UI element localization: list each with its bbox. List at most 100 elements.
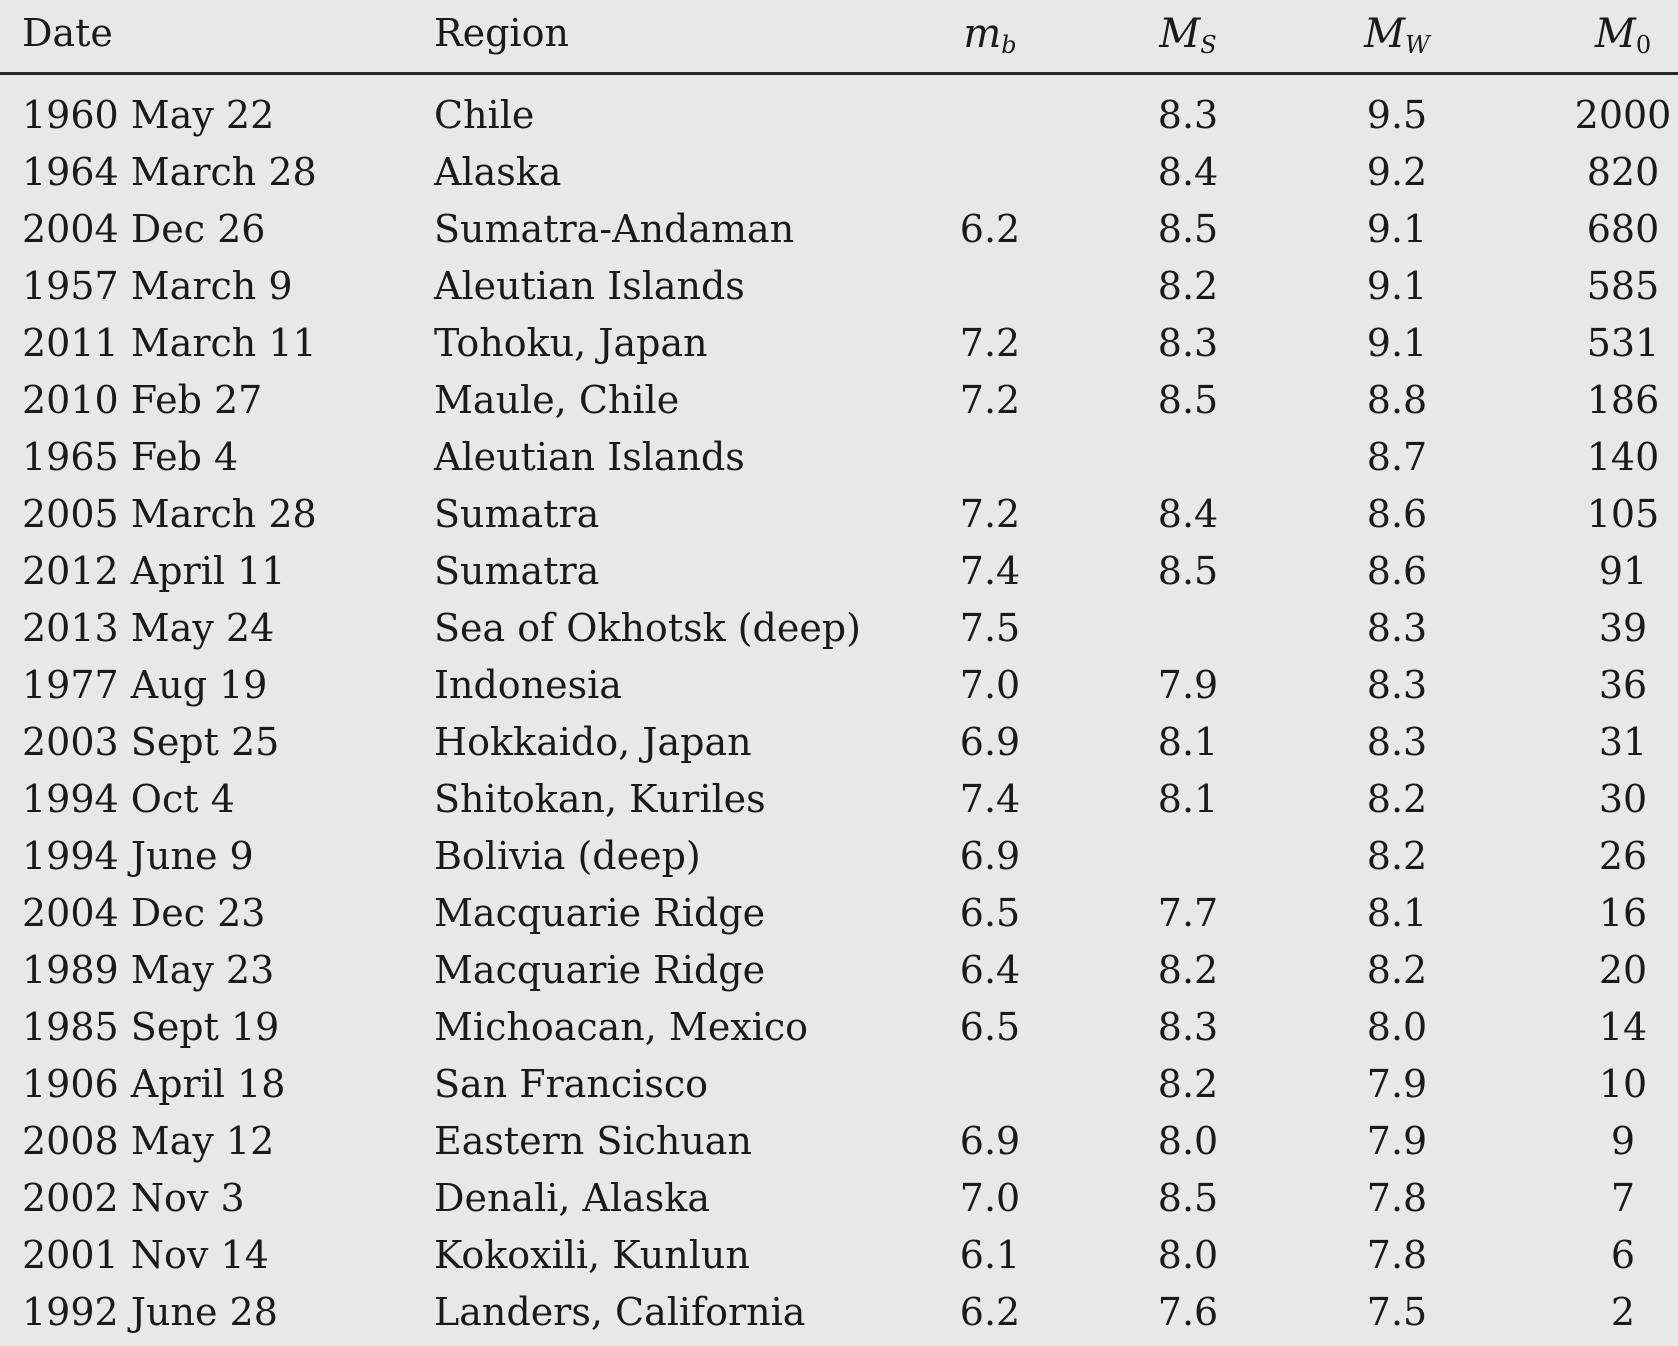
cell-m0: 820 — [1586, 150, 1660, 194]
cell-mw: 8.2 — [1366, 948, 1428, 992]
cell-region: Chile — [434, 93, 535, 137]
cell-m0: 9 — [1610, 1119, 1636, 1163]
cell-m0: 39 — [1598, 606, 1648, 650]
cell-date: 2002 Nov 3 — [22, 1176, 245, 1220]
cell-mw: 8.2 — [1366, 777, 1428, 821]
cell-mw: 8.8 — [1366, 378, 1428, 422]
table-row: 2008 May 12 Eastern Sichuan 6.9 8.0 7.9 9 — [0, 1114, 1678, 1171]
header-mb-main: m — [963, 11, 1002, 57]
cell-m0: 91 — [1598, 549, 1648, 593]
header-m0: M0 — [1553, 14, 1678, 57]
cell-region: Sumatra-Andaman — [434, 207, 795, 251]
cell-date: 1977 Aug 19 — [22, 663, 268, 707]
cell-mb: 6.2 — [959, 207, 1021, 251]
table-row: 2004 Dec 23 Macquarie Ridge 6.5 7.7 8.1 16 — [0, 886, 1678, 943]
cell-mw: 7.9 — [1366, 1062, 1428, 1106]
cell-mb: 6.5 — [959, 1005, 1021, 1049]
cell-m0: 36 — [1598, 663, 1648, 707]
cell-region: Denali, Alaska — [434, 1176, 710, 1220]
table-row: 1992 June 28 Landers, California 6.2 7.6 7.5… — [0, 1285, 1678, 1342]
cell-ms: 8.5 — [1157, 378, 1219, 422]
cell-m0: 531 — [1586, 321, 1660, 365]
cell-mb: 7.2 — [959, 378, 1021, 422]
cell-ms: 7.6 — [1157, 1290, 1219, 1334]
cell-mw: 7.8 — [1366, 1176, 1428, 1220]
cell-date: 2010 Feb 27 — [22, 378, 263, 422]
cell-mb: 7.4 — [959, 549, 1021, 593]
cell-date: 1964 March 28 — [22, 150, 317, 194]
header-mw-sub: W — [1405, 31, 1430, 59]
cell-region: Aleutian Islands — [434, 435, 745, 479]
table-row: 1977 Aug 19 Indonesia 7.0 7.9 8.3 36 — [0, 658, 1678, 715]
table-row: 1965 Feb 4 Aleutian Islands 8.7 140 — [0, 430, 1678, 487]
cell-date: 1994 Oct 4 — [22, 777, 235, 821]
cell-mb: 6.9 — [959, 834, 1021, 878]
table-row: 2011 March 11 Tohoku, Japan 7.2 8.3 9.1 531 — [0, 316, 1678, 373]
cell-ms: 7.7 — [1157, 891, 1219, 935]
cell-m0: 31 — [1598, 720, 1648, 764]
header-ms-main: M — [1159, 11, 1201, 57]
cell-mw: 8.6 — [1366, 549, 1428, 593]
cell-date: 1992 June 28 — [22, 1290, 278, 1334]
cell-mw: 9.1 — [1366, 321, 1428, 365]
cell-region: Alaska — [434, 150, 562, 194]
cell-ms: 8.5 — [1157, 549, 1219, 593]
table-row: 1964 March 28 Alaska 8.4 9.2 820 — [0, 145, 1678, 202]
cell-date: 2005 March 28 — [22, 492, 317, 536]
cell-mw: 8.6 — [1366, 492, 1428, 536]
cell-m0: 26 — [1598, 834, 1648, 878]
cell-mw: 8.7 — [1366, 435, 1428, 479]
table-row: 2010 Feb 27 Maule, Chile 7.2 8.5 8.8 186 — [0, 373, 1678, 430]
cell-date: 1985 Sept 19 — [22, 1005, 280, 1049]
cell-ms: 8.3 — [1157, 321, 1219, 365]
table-row: 1994 June 9 Bolivia (deep) 6.9 8.2 26 — [0, 829, 1678, 886]
table-row: 1906 April 18 San Francisco 8.2 7.9 10 — [0, 1057, 1678, 1114]
cell-region: Sumatra — [434, 492, 600, 536]
cell-date: 2003 Sept 25 — [22, 720, 280, 764]
cell-mw: 8.1 — [1366, 891, 1428, 935]
cell-date: 2004 Dec 26 — [22, 207, 266, 251]
table-row: 2004 Dec 26 Sumatra-Andaman 6.2 8.5 9.1 680 — [0, 202, 1678, 259]
cell-region: Maule, Chile — [434, 378, 680, 422]
cell-region: Aleutian Islands — [434, 264, 745, 308]
cell-region: Indonesia — [434, 663, 622, 707]
cell-date: 1957 March 9 — [22, 264, 293, 308]
cell-region: Sea of Okhotsk (deep) — [434, 606, 861, 650]
cell-mw: 9.1 — [1366, 207, 1428, 251]
cell-mb: 6.9 — [959, 1119, 1021, 1163]
cell-mb: 6.4 — [959, 948, 1021, 992]
cell-mw: 8.3 — [1366, 720, 1428, 764]
cell-mw: 7.5 — [1366, 1290, 1428, 1334]
cell-region: Bolivia (deep) — [434, 834, 701, 878]
cell-date: 2001 Nov 14 — [22, 1233, 269, 1277]
cell-mb: 7.0 — [959, 663, 1021, 707]
cell-m0: 14 — [1598, 1005, 1648, 1049]
cell-region: Sumatra — [434, 549, 600, 593]
table-body: 1960 May 22 Chile 8.3 9.5 2000 1964 March 28 A… — [0, 88, 1678, 1342]
cell-ms: 8.1 — [1157, 777, 1219, 821]
cell-ms: 8.2 — [1157, 1062, 1219, 1106]
header-mb: mb — [920, 14, 1060, 57]
cell-mb: 6.5 — [959, 891, 1021, 935]
cell-ms: 8.5 — [1157, 207, 1219, 251]
header-mw-main: M — [1364, 11, 1406, 57]
cell-region: Tohoku, Japan — [434, 321, 708, 365]
cell-region: Kokoxili, Kunlun — [434, 1233, 750, 1277]
table-row: 2012 April 11 Sumatra 7.4 8.5 8.6 91 — [0, 544, 1678, 601]
table-row: 2003 Sept 25 Hokkaido, Japan 6.9 8.1 8.3 31 — [0, 715, 1678, 772]
table-row: 2005 March 28 Sumatra 7.2 8.4 8.6 105 — [0, 487, 1678, 544]
header-region: Region — [434, 11, 569, 55]
cell-mb: 7.0 — [959, 1176, 1021, 1220]
cell-m0: 7 — [1610, 1176, 1636, 1220]
cell-ms: 8.3 — [1157, 1005, 1219, 1049]
cell-mw: 7.8 — [1366, 1233, 1428, 1277]
cell-region: Macquarie Ridge — [434, 948, 766, 992]
cell-date: 2012 April 11 — [22, 549, 286, 593]
cell-date: 1960 May 22 — [22, 93, 275, 137]
cell-mb: 7.2 — [959, 492, 1021, 536]
cell-region: Landers, California — [434, 1290, 806, 1334]
cell-m0: 680 — [1586, 207, 1660, 251]
table-row: 1960 May 22 Chile 8.3 9.5 2000 — [0, 88, 1678, 145]
cell-region: Eastern Sichuan — [434, 1119, 752, 1163]
cell-mw: 8.3 — [1366, 606, 1428, 650]
